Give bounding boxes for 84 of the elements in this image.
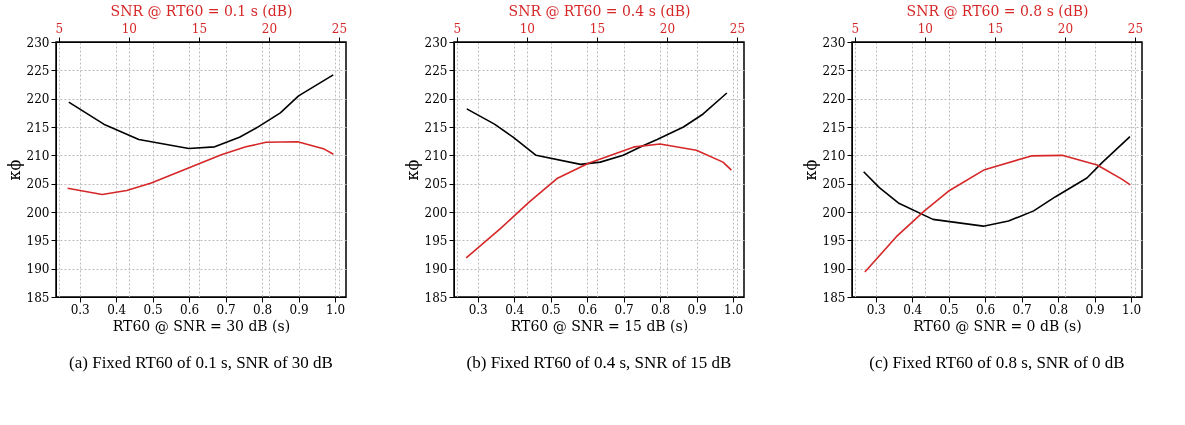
x2-tick-label: 10 (121, 21, 137, 36)
y-axis-title: κϕ (800, 159, 820, 181)
x2-tick-label: 25 (331, 21, 348, 36)
x2-tick-label: 25 (729, 21, 746, 36)
x2-tick-label: 5 (453, 21, 462, 36)
x2-axis-title: SNR @ RT60 = 0.1 s (dB) (110, 2, 293, 19)
x2-tick-label: 25 (1127, 21, 1144, 36)
x-tick-label: 0.6 (578, 302, 598, 317)
y-tick-label: 190 (822, 262, 846, 277)
y-tick-label: 210 (26, 148, 50, 163)
x2-axis-title: SNR @ RT60 = 0.8 s (dB) (906, 2, 1089, 19)
x-axis-title: RT60 @ SNR = 0 dB (s) (913, 317, 1082, 334)
x-tick-label: 0.7 (1012, 302, 1032, 317)
x2-tick-label: 10 (519, 21, 535, 36)
x-tick-label: 0.7 (614, 302, 634, 317)
x-tick-label: 0.8 (1049, 302, 1069, 317)
line-series (465, 92, 728, 166)
y-tick-label: 190 (424, 262, 448, 277)
x-tick-label: 1.0 (326, 302, 346, 317)
x2-axis-title: SNR @ RT60 = 0.4 s (dB) (508, 2, 691, 19)
y-tick-label: 195 (424, 233, 448, 248)
line-series (67, 74, 335, 150)
x-tick-label: 0.6 (976, 302, 996, 317)
text: (c) Fixed RT60 of 0.8 s, SNR of 0 dB (869, 353, 1125, 372)
x-tick-label: 0.5 (143, 302, 163, 317)
x2-tick-label: 5 (55, 21, 64, 36)
x-tick-label: 0.3 (468, 302, 488, 317)
x-tick-label: 0.5 (541, 302, 561, 317)
text: (a) Fixed RT60 of 0.1 s, SNR of 30 dB (69, 353, 333, 372)
text: (b) Fixed RT60 of 0.4 s, SNR of 15 dB (466, 353, 732, 372)
y-tick-label: 195 (822, 233, 846, 248)
y-tick-label: 205 (424, 177, 448, 192)
y-tick-label: 200 (424, 205, 448, 220)
y-tick-label: 200 (822, 205, 846, 220)
x-tick-label: 0.9 (687, 302, 707, 317)
y-tick-label: 205 (822, 177, 846, 192)
x-tick-label: 0.5 (939, 302, 959, 317)
x-tick-label: 0.7 (216, 302, 236, 317)
y-tick-label: 205 (26, 177, 50, 192)
x2-tick-label: 15 (191, 21, 208, 36)
y-tick-label: 210 (822, 148, 846, 163)
x-tick-label: 1.0 (1122, 302, 1142, 317)
x-tick-label: 0.6 (180, 302, 200, 317)
x-axis-title: RT60 @ SNR = 15 dB (s) (510, 317, 689, 334)
x2-tick-label: 5 (851, 21, 860, 36)
x2-tick-label: 20 (261, 21, 278, 36)
x-tick-label: 0.8 (253, 302, 273, 317)
y-tick-label: 220 (424, 92, 448, 107)
y-tick-label: 215 (822, 120, 846, 135)
y-tick-label: 225 (26, 63, 50, 78)
x-tick-label: 0.3 (866, 302, 886, 317)
y-tick-label: 220 (26, 92, 50, 107)
x2-tick-label: 20 (1057, 21, 1074, 36)
y-tick-label: 215 (424, 120, 448, 135)
y-tick-label: 185 (822, 290, 846, 305)
y-tick-label: 190 (26, 262, 50, 277)
x-axis-title: RT60 @ SNR = 30 dB (s) (112, 317, 291, 334)
y-tick-label: 215 (26, 120, 50, 135)
y-tick-label: 210 (424, 148, 448, 163)
x-tick-label: 0.9 (1085, 302, 1105, 317)
x-tick-label: 0.4 (903, 302, 923, 317)
y-axis-title: κϕ (402, 159, 422, 181)
line-series (862, 135, 1131, 227)
x-tick-label: 0.4 (505, 302, 525, 317)
y-tick-label: 225 (822, 63, 846, 78)
x2-tick-label: 20 (659, 21, 676, 36)
y-tick-label: 195 (26, 233, 50, 248)
y-tick-label: 200 (26, 205, 50, 220)
y-tick-label: 220 (822, 92, 846, 107)
y-tick-label: 185 (424, 290, 448, 305)
x-tick-label: 0.3 (70, 302, 90, 317)
y-tick-label: 230 (26, 35, 50, 50)
y-tick-label: 230 (424, 35, 448, 50)
y-tick-label: 225 (424, 63, 448, 78)
x-tick-label: 0.8 (651, 302, 671, 317)
x-tick-label: 0.9 (289, 302, 309, 317)
x-tick-label: 0.4 (107, 302, 127, 317)
y-axis-title: κϕ (4, 159, 24, 181)
y-tick-label: 185 (26, 290, 50, 305)
x2-tick-label: 15 (987, 21, 1004, 36)
x2-tick-label: 15 (589, 21, 606, 36)
x-tick-label: 1.0 (724, 302, 744, 317)
y-tick-label: 230 (822, 35, 846, 50)
x2-tick-label: 10 (917, 21, 933, 36)
